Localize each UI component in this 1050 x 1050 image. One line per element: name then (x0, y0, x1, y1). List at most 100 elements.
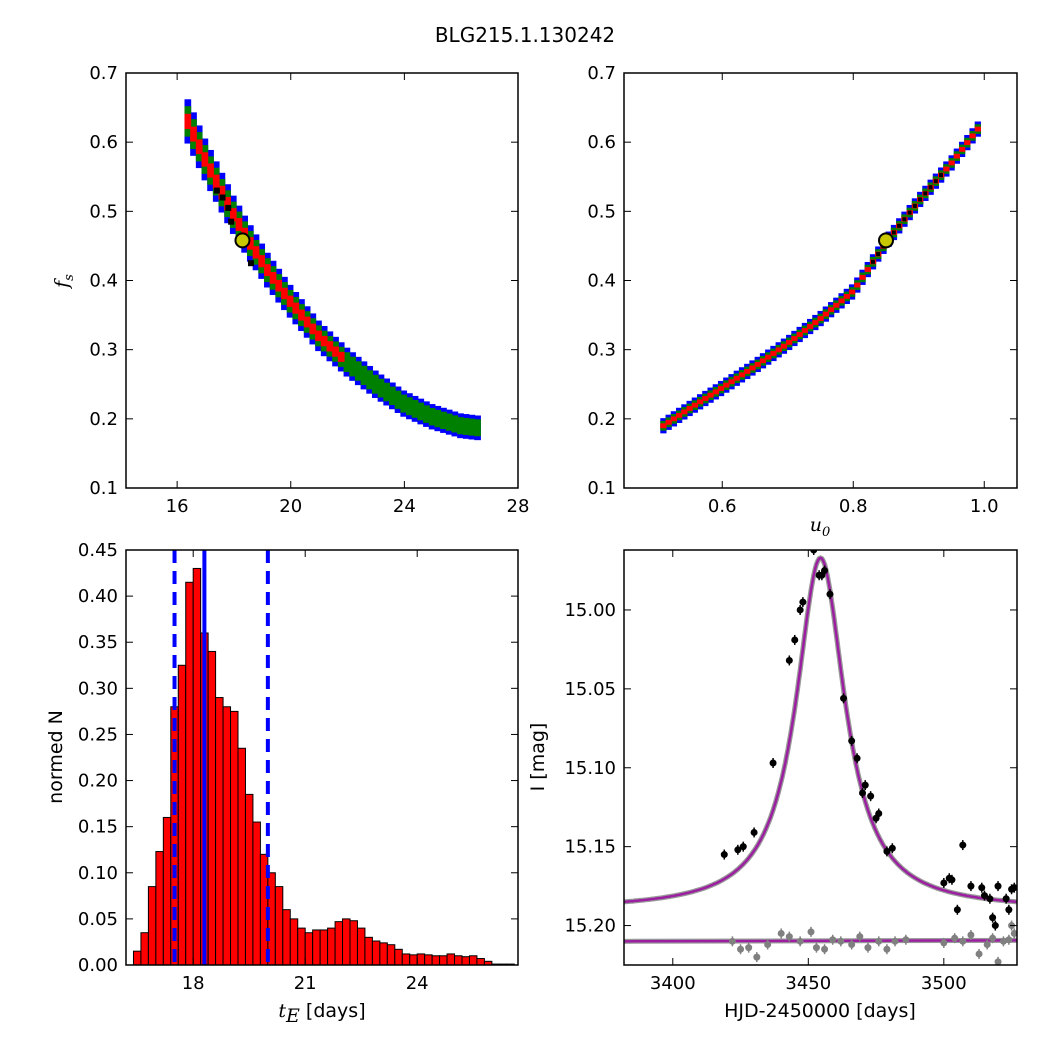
p2-xtick-label: 1.0 (970, 496, 999, 517)
p3-hist-bar (334, 921, 344, 966)
p4-data-point (799, 598, 807, 606)
p2-band-red (665, 419, 672, 425)
p1-mode-cell (228, 218, 235, 225)
p2-mode-cell (912, 203, 917, 208)
p2-band-red (676, 412, 683, 418)
p2-band-red (974, 126, 981, 132)
p3-hist-bar (162, 816, 172, 966)
p1-band-red (298, 309, 305, 321)
p3-hist-bar (439, 955, 448, 966)
p3-hist-bar (364, 936, 373, 966)
p4-residual-point (745, 944, 753, 952)
p4-xtick-label: 3450 (785, 973, 831, 994)
p4-data-point (888, 844, 896, 852)
p2-best-fit-marker (878, 232, 894, 249)
p2-xtick-label: 0.8 (839, 496, 868, 517)
p3-hist-bar (342, 918, 351, 966)
p2-ytick-label: 0.6 (587, 132, 616, 153)
p3-frame (125, 549, 519, 966)
p4-data-point (986, 895, 994, 903)
p4-residual-point (737, 945, 745, 953)
p2-band-red (738, 372, 746, 378)
p1-band-red (292, 302, 300, 314)
p4-data-point (1002, 895, 1010, 903)
p2-mode-cell (928, 185, 933, 190)
p1-ytick-label: 0.6 (89, 132, 118, 153)
p2-band-red (681, 409, 688, 415)
p1-band-green (474, 419, 481, 437)
p1-frame (125, 72, 519, 489)
p2-mode-cell (891, 230, 896, 235)
p3-hist-bar (147, 886, 157, 966)
p1-xtick-label: 24 (393, 496, 416, 517)
p2-mode-cell (897, 223, 902, 228)
p4-data-point (959, 841, 967, 849)
p3-hist-bar (215, 697, 224, 966)
p4-ytick-label: 15.05 (564, 679, 616, 700)
p2-band-red (744, 368, 751, 374)
p2-band-red (801, 328, 809, 333)
p4-residual-point (959, 937, 967, 945)
p2-band-red (827, 307, 835, 313)
p4-residual-point (829, 936, 837, 944)
p2-ytick-label: 0.7 (587, 63, 616, 84)
p1-mode-cell (213, 187, 220, 194)
p1-band-green (360, 365, 368, 386)
p1-band-green (349, 356, 356, 377)
p4-data-point (861, 781, 869, 789)
p1-ytick-label: 0.7 (89, 63, 118, 84)
p1-band-green (411, 399, 419, 418)
p2-heatmap (660, 121, 981, 434)
p3-ytick-label: 0.40 (78, 586, 118, 607)
p1-band-red (315, 330, 322, 342)
p3-hist-bar (454, 955, 463, 966)
p2-band-red (759, 358, 767, 364)
p1-band-red (207, 163, 214, 178)
p1-ytick-label: 0.5 (89, 201, 118, 222)
p2-band-red (691, 402, 698, 408)
p3-bars (132, 567, 515, 966)
p1-xtick-label: 20 (279, 496, 302, 517)
p3-hist-bar (274, 886, 284, 966)
p2-mode-cell (923, 191, 928, 196)
p4-data-point (853, 754, 861, 762)
p4-data-layer (624, 550, 1017, 965)
p2-xlabel: u0 (810, 514, 831, 540)
p2-band-red (812, 320, 819, 325)
p4-model-curve (624, 556, 1017, 904)
p1-band-green (383, 382, 391, 402)
p4-data-point (940, 879, 948, 887)
p4-data-point (848, 737, 856, 745)
p4-data-point (750, 828, 758, 836)
p2-xtick-label: 0.6 (708, 496, 737, 517)
p4-residual-point (812, 944, 820, 952)
p1-band-green (445, 413, 453, 431)
p3-hist-bar (446, 953, 456, 966)
p4-residual-point (807, 928, 815, 936)
p4-residual-point (728, 937, 736, 945)
p4-ytick-label: 15.10 (564, 758, 616, 779)
p2-band-red (728, 379, 735, 385)
p2-mode-cell (918, 197, 923, 202)
p4-residual-point (940, 939, 948, 947)
p4-data-point (1010, 884, 1017, 892)
p1-xtick-label: 28 (507, 496, 530, 517)
p3-hist-bar (349, 920, 358, 966)
p1-ytick-label: 0.4 (89, 271, 118, 292)
p1-band-green (354, 361, 362, 381)
p2-band-red (723, 382, 730, 388)
p4-residual-point (1010, 929, 1017, 937)
p4-residual-point (994, 958, 1002, 965)
p1-band-green (428, 408, 436, 426)
p3-hist-bar (304, 932, 314, 966)
p3-hist-bar (356, 927, 366, 966)
p4-data-point (785, 656, 793, 664)
p4-xlabel: HJD-2450000 [days] (724, 1000, 916, 1022)
p2-ytick-label: 0.5 (587, 201, 616, 222)
p1-band-red (309, 323, 317, 335)
p4-residual-point (764, 940, 772, 948)
p2-band-red (754, 362, 761, 367)
p4-data-point (875, 810, 883, 818)
p2-band-red (702, 396, 709, 401)
p4-xtick-label: 3500 (921, 973, 967, 994)
